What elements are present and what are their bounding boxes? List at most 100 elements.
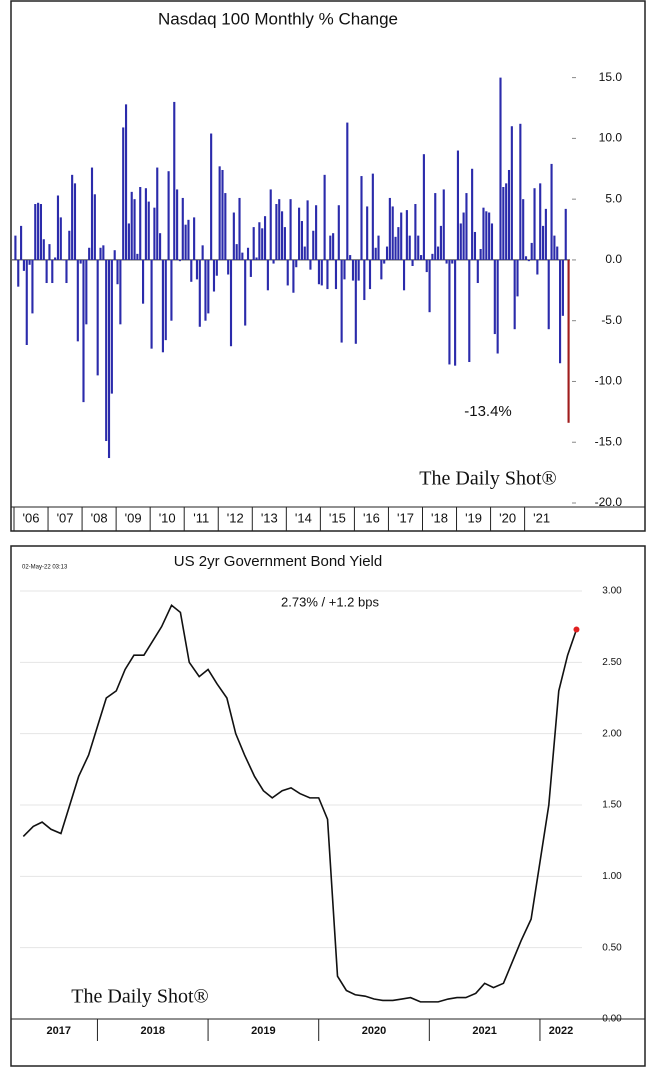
bar (468, 259, 471, 363)
x-tick-label: 2022 (549, 1025, 573, 1037)
bar (298, 207, 301, 260)
bar (329, 235, 332, 260)
y-tick-label: 1.50 (602, 800, 622, 811)
x-tick-label: 2019 (251, 1025, 275, 1037)
bar (244, 259, 247, 326)
bar (385, 246, 389, 260)
bar (65, 259, 68, 284)
bar (377, 235, 380, 260)
bar (462, 212, 465, 260)
bar (303, 246, 306, 260)
bar (252, 227, 255, 260)
bar (99, 247, 102, 260)
bar (567, 259, 570, 423)
bar (360, 176, 363, 260)
bar (73, 183, 77, 260)
x-tick-label: '19 (465, 510, 482, 525)
bar (496, 259, 499, 354)
bar (173, 101, 176, 260)
bar (320, 259, 323, 286)
x-tick-label: '13 (261, 510, 278, 525)
y-tick-label: 2.50 (602, 657, 622, 668)
bar (34, 204, 37, 260)
bar (28, 259, 31, 265)
bar (54, 257, 57, 260)
bar (136, 253, 139, 260)
bar (212, 259, 216, 292)
bar (332, 233, 335, 260)
x-tick-label: '10 (159, 510, 176, 525)
end-marker (573, 626, 580, 633)
bar (210, 133, 213, 260)
bar (366, 206, 369, 260)
bar (224, 193, 227, 260)
bar (374, 247, 377, 260)
bar (261, 228, 264, 260)
bar (255, 257, 258, 260)
bar (130, 191, 133, 260)
bar (17, 259, 20, 287)
bar (42, 239, 45, 260)
chart-title: Nasdaq 100 Monthly % Change (158, 9, 398, 28)
bar (207, 259, 210, 314)
bar (221, 169, 224, 260)
bar (459, 223, 462, 260)
bar (113, 250, 116, 260)
bar (167, 171, 170, 260)
bar (281, 211, 284, 260)
bar (448, 259, 451, 365)
bar (292, 259, 295, 293)
x-tick-label: 2017 (46, 1025, 70, 1037)
bar (473, 231, 477, 260)
bar (309, 259, 312, 270)
bar (465, 193, 468, 260)
bar (22, 259, 25, 271)
bar (371, 173, 374, 260)
bar (343, 259, 346, 280)
bar (193, 217, 196, 260)
bar (431, 253, 434, 260)
bar (544, 208, 547, 260)
bar (39, 204, 43, 260)
bar (434, 193, 437, 260)
bar (340, 259, 343, 343)
bar (368, 259, 372, 290)
bar (417, 235, 420, 260)
y-tick-label: 15.0 (599, 70, 623, 84)
bar (68, 230, 71, 260)
bar (510, 126, 513, 260)
bar (323, 174, 326, 260)
bar (326, 259, 329, 290)
bar (102, 245, 105, 260)
frame (10, 0, 646, 532)
bar (541, 225, 545, 260)
bar (493, 259, 496, 335)
bar (241, 252, 244, 260)
bar (556, 246, 559, 260)
bar (439, 225, 442, 260)
bar (184, 224, 187, 260)
bar (456, 150, 460, 260)
bar (507, 169, 511, 260)
x-tick-label: '21 (533, 510, 550, 525)
x-tick-label: '12 (227, 510, 244, 525)
bar (471, 168, 474, 260)
bar (187, 219, 190, 260)
bar (559, 259, 562, 364)
bar (249, 259, 252, 277)
bar (110, 259, 113, 394)
bar (547, 259, 550, 330)
bar (553, 235, 556, 260)
x-tick-label: '08 (91, 510, 108, 525)
bar (124, 104, 128, 260)
chart-yield: US 2yr Government Bond Yield 2.73% / +1.… (10, 545, 646, 1067)
y-tick-label: -20.0 (595, 495, 623, 509)
bar (505, 183, 508, 260)
bar (408, 235, 411, 260)
bar (351, 259, 355, 281)
bar (161, 259, 164, 353)
bar (85, 259, 88, 325)
bar (312, 230, 315, 260)
bar (170, 259, 173, 321)
